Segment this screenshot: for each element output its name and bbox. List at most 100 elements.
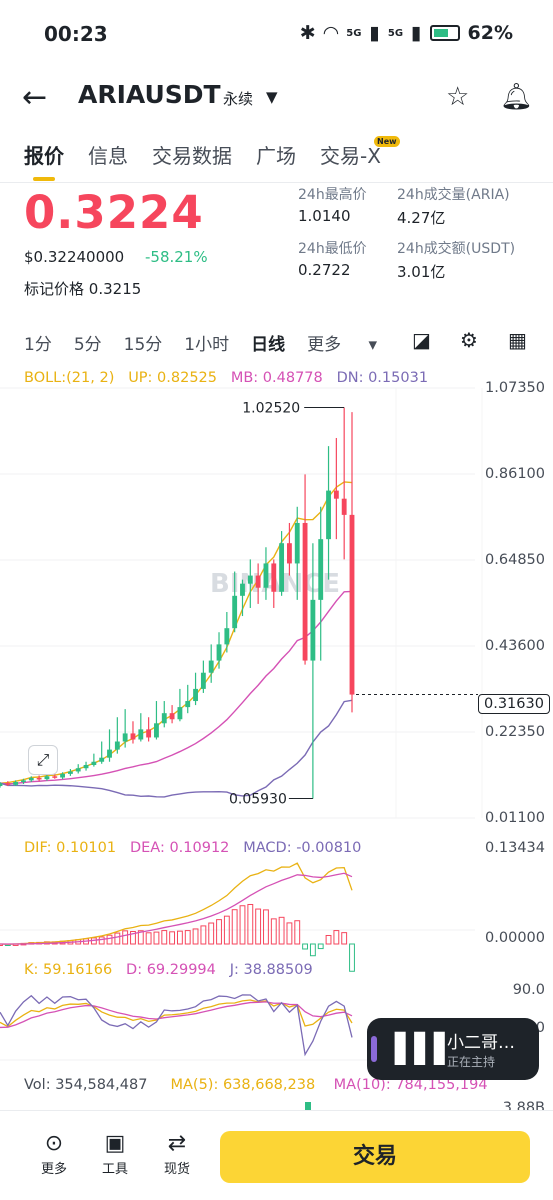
candle-body: [67, 771, 73, 774]
boll-legend: BOLL:(21, 2) UP: 0.82525 MB: 0.48778 DN:…: [24, 370, 429, 386]
candle-body: [333, 490, 339, 499]
signal-bars-icon-2: ▮: [411, 22, 422, 44]
macd-histogram-bar: [137, 930, 144, 945]
usd-price: $0.32240000: [24, 248, 125, 266]
macd-axis-label: 0.00000: [485, 930, 545, 946]
candle-body: [99, 757, 105, 762]
macd-histogram-bar: [270, 918, 277, 945]
current-price-tag: 0.31630: [478, 694, 550, 714]
macd-histogram-bar: [341, 932, 348, 945]
volume-label: 24h成交量(ARIA): [397, 187, 510, 203]
candle-body: [279, 543, 285, 592]
symbol-title[interactable]: ARIAUSDT: [78, 80, 221, 109]
candle-body: [5, 783, 11, 785]
turnover-label: 24h成交额(USDT): [397, 241, 516, 257]
candle-body: [114, 741, 120, 750]
bell-icon[interactable]: 🔔︎: [500, 82, 534, 112]
macd-histogram-bar: [317, 943, 324, 950]
status-bar: 00:23 ✱ ◠ 5G ▮ 5G ▮ 62%: [0, 0, 553, 70]
star-icon[interactable]: ☆: [446, 82, 470, 112]
macd-histogram-bar: [349, 943, 355, 972]
candle-body: [21, 780, 26, 782]
last-price: 0.3224: [24, 186, 204, 239]
tab-square[interactable]: 广场: [256, 144, 296, 168]
layout-grid-icon[interactable]: ▦: [508, 328, 527, 352]
price-axis-label: 0.86100: [485, 466, 545, 482]
candle-body: [146, 729, 152, 738]
candle-body: [36, 777, 42, 780]
candle-body: [318, 539, 324, 600]
macd-histogram-bar: [231, 909, 238, 945]
low-label: 24h最低价: [298, 241, 367, 257]
interval-15m[interactable]: 15分: [123, 335, 163, 355]
candle-body: [52, 776, 58, 778]
tab-trade-data[interactable]: 交易数据: [152, 144, 232, 168]
bluetooth-icon: ✱: [299, 22, 316, 44]
indicator-settings-icon[interactable]: ⚙︎: [460, 328, 478, 352]
interval-more[interactable]: 更多 ▾: [307, 335, 378, 355]
candle-body: [255, 575, 261, 588]
macd-histogram-bar: [161, 930, 168, 945]
interval-1h[interactable]: 1小时: [184, 335, 230, 355]
kdj-d-line: [0, 1001, 353, 1029]
price-axis-label: 0.64850: [485, 552, 545, 568]
macd-histogram-bar: [309, 943, 316, 957]
expand-icon[interactable]: ⤢: [28, 745, 58, 775]
interval-5m[interactable]: 5分: [73, 335, 102, 355]
tab-info[interactable]: 信息: [88, 144, 128, 168]
caret-down-icon[interactable]: ▼: [266, 88, 278, 106]
live-host-name: 小二哥…: [447, 1033, 515, 1053]
back-arrow-icon[interactable]: ←: [22, 80, 48, 115]
signal-icon: 5G: [346, 27, 362, 39]
trade-button[interactable]: 交易: [220, 1131, 530, 1183]
candle-body: [185, 701, 191, 708]
candle-body: [138, 729, 144, 740]
macd-histogram-bar: [247, 903, 254, 945]
candle-body: [169, 713, 175, 720]
macd-dea-line: [0, 872, 353, 945]
more-button[interactable]: ⊙ 更多: [34, 1131, 74, 1177]
candle-body: [271, 563, 277, 592]
live-stream-widget[interactable]: ▌▌▌ 小二哥… 正在主持: [367, 1018, 539, 1080]
spot-icon: ⇄: [167, 1131, 187, 1156]
chart-style-icon[interactable]: ◪: [412, 328, 431, 352]
low-marker-label: 0.05930: [229, 791, 287, 807]
candle-body: [107, 749, 112, 758]
bottom-bar: ⊙ 更多 ▣ 工具 ⇄ 现货 交易: [0, 1110, 553, 1200]
battery-icon: [429, 25, 460, 41]
candle-body: [216, 644, 222, 661]
macd-axis-label: 0.13434: [485, 840, 545, 856]
price-axis-label: 1.07350: [485, 380, 545, 396]
mark-price-label: 标记价格: [24, 280, 85, 298]
live-indicator: [371, 1036, 377, 1062]
macd-histogram-bar: [184, 930, 191, 945]
macd-histogram-bar: [130, 931, 136, 945]
macd-histogram-bar: [333, 930, 340, 945]
new-badge: New: [374, 136, 400, 147]
macd-histogram-bar: [200, 925, 207, 945]
macd-histogram-bar: [223, 915, 230, 945]
change-percent: -58.21%: [145, 248, 208, 266]
interval-1m[interactable]: 1分: [24, 335, 52, 355]
tools-icon: ▣: [104, 1131, 126, 1156]
candle-body: [349, 514, 355, 695]
macd-histogram-bar: [278, 916, 285, 945]
contract-type[interactable]: 永续: [223, 90, 254, 108]
interval-1d[interactable]: 日线: [251, 335, 286, 355]
macd-legend: DIF: 0.10101 DEA: 0.10912 MACD: -0.00810: [24, 840, 362, 856]
tools-button[interactable]: ▣ 工具: [95, 1131, 135, 1177]
macd-histogram-bar: [302, 943, 308, 950]
candle-body: [83, 764, 89, 769]
candle-body: [60, 773, 66, 778]
tab-trade-x[interactable]: 交易-X: [320, 144, 381, 168]
candle-body: [13, 781, 19, 785]
spot-button[interactable]: ⇄ 现货: [157, 1131, 197, 1177]
tab-quote[interactable]: 报价: [24, 144, 64, 168]
boll-middle-line: [0, 590, 353, 785]
macd-histogram-bar: [169, 931, 176, 945]
divider: [0, 182, 553, 183]
candle-body: [91, 761, 97, 765]
macd-histogram-bar: [192, 928, 199, 945]
macd-histogram-bar: [294, 920, 301, 945]
